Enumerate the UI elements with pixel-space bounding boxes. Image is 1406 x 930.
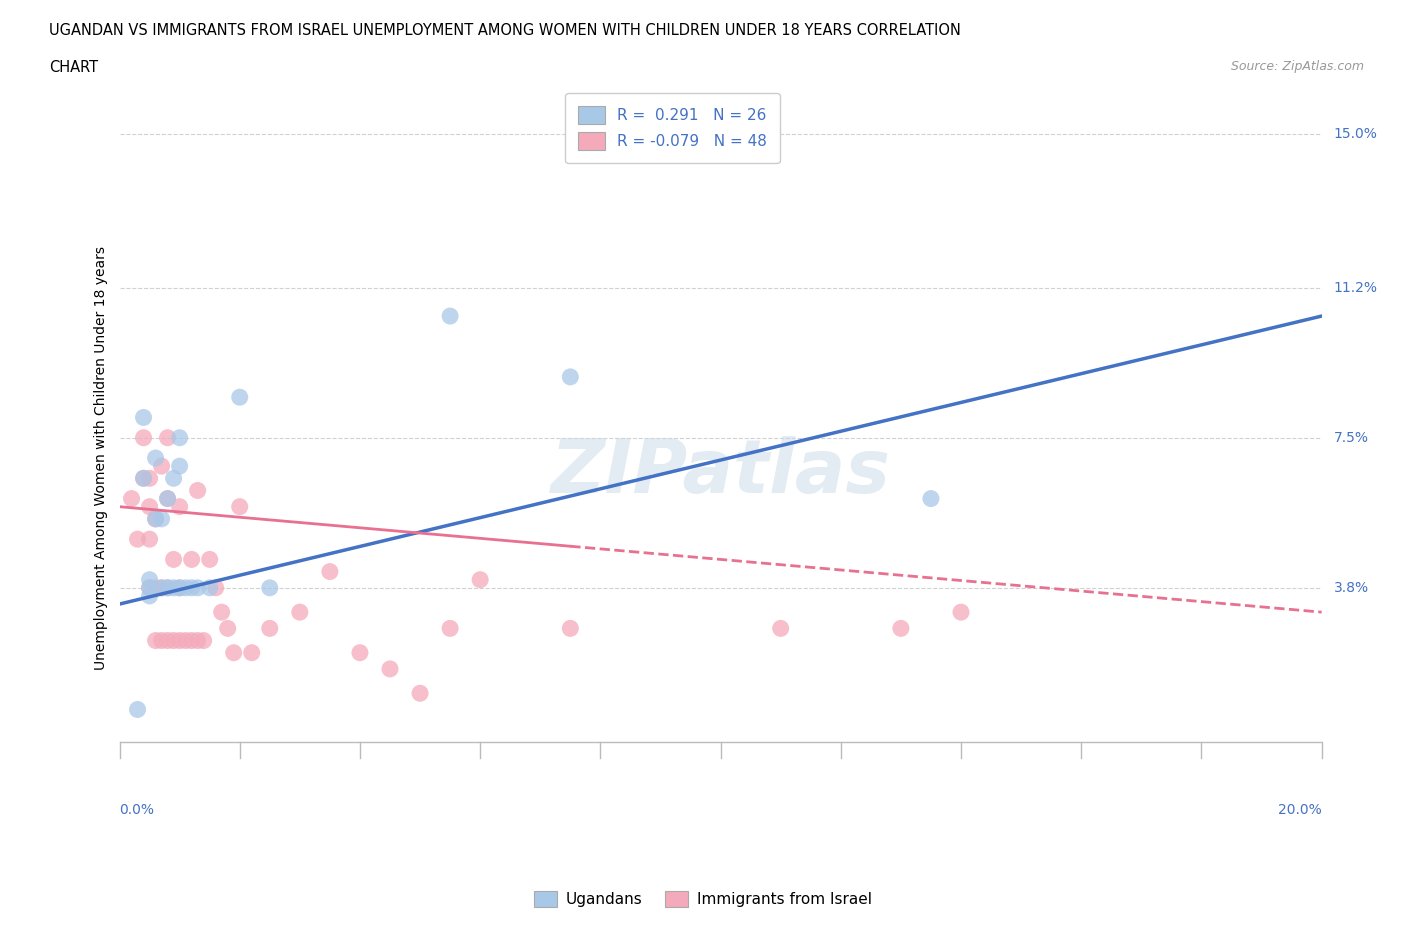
Point <box>180 633 202 648</box>
Point <box>169 431 191 445</box>
Point <box>150 580 173 595</box>
Point <box>439 621 461 636</box>
Point <box>769 621 792 636</box>
Point <box>222 645 245 660</box>
Point <box>468 572 492 587</box>
Point <box>150 580 173 595</box>
Legend: Ugandans, Immigrants from Israel: Ugandans, Immigrants from Israel <box>527 884 879 913</box>
Point <box>240 645 263 660</box>
Point <box>319 565 342 579</box>
Point <box>228 499 252 514</box>
Point <box>156 580 179 595</box>
Point <box>132 431 155 445</box>
Point <box>169 458 191 473</box>
Point <box>193 633 215 648</box>
Point <box>169 499 191 514</box>
Text: 11.2%: 11.2% <box>1334 281 1378 295</box>
Text: CHART: CHART <box>49 60 98 75</box>
Text: 15.0%: 15.0% <box>1334 126 1378 140</box>
Point <box>259 580 281 595</box>
Point <box>920 491 942 506</box>
Point <box>138 532 160 547</box>
Point <box>138 471 160 485</box>
Point <box>228 390 252 405</box>
Point <box>198 580 221 595</box>
Point <box>138 499 160 514</box>
Text: 0.0%: 0.0% <box>120 803 155 817</box>
Point <box>156 431 179 445</box>
Text: 20.0%: 20.0% <box>1278 803 1322 817</box>
Point <box>138 589 160 604</box>
Text: ZIPatlas: ZIPatlas <box>551 436 890 509</box>
Point <box>138 580 160 595</box>
Point <box>145 451 167 466</box>
Point <box>145 580 167 595</box>
Text: 7.5%: 7.5% <box>1334 431 1368 445</box>
Point <box>138 572 160 587</box>
Point <box>145 633 167 648</box>
Point <box>150 633 173 648</box>
Point <box>180 552 202 567</box>
Point <box>950 604 973 619</box>
Point <box>145 512 167 526</box>
Point <box>211 604 233 619</box>
Point <box>145 512 167 526</box>
Point <box>156 491 179 506</box>
Point <box>409 685 432 700</box>
Point <box>439 309 461 324</box>
Point <box>150 458 173 473</box>
Point <box>156 633 179 648</box>
Point <box>288 604 311 619</box>
Point <box>132 471 155 485</box>
Point <box>217 621 239 636</box>
Point <box>349 645 371 660</box>
Text: UGANDAN VS IMMIGRANTS FROM ISRAEL UNEMPLOYMENT AMONG WOMEN WITH CHILDREN UNDER 1: UGANDAN VS IMMIGRANTS FROM ISRAEL UNEMPL… <box>49 23 962 38</box>
Point <box>132 471 155 485</box>
Point <box>169 580 191 595</box>
Point <box>560 369 582 384</box>
Text: Source: ZipAtlas.com: Source: ZipAtlas.com <box>1230 60 1364 73</box>
Point <box>162 580 184 595</box>
Point <box>150 512 173 526</box>
Point <box>162 471 184 485</box>
Y-axis label: Unemployment Among Women with Children Under 18 years: Unemployment Among Women with Children U… <box>94 246 108 670</box>
Point <box>174 633 197 648</box>
Point <box>127 702 149 717</box>
Point <box>138 580 160 595</box>
Point <box>127 532 149 547</box>
Point <box>169 580 191 595</box>
Point <box>169 633 191 648</box>
Point <box>378 661 401 676</box>
Point <box>156 491 179 506</box>
Point <box>187 580 209 595</box>
Point <box>198 552 221 567</box>
Point <box>121 491 143 506</box>
Point <box>204 580 226 595</box>
Point <box>180 580 202 595</box>
Legend: R =  0.291   N = 26, R = -0.079   N = 48: R = 0.291 N = 26, R = -0.079 N = 48 <box>565 93 779 163</box>
Point <box>132 410 155 425</box>
Point <box>174 580 197 595</box>
Text: 3.8%: 3.8% <box>1334 581 1369 595</box>
Point <box>187 483 209 498</box>
Point <box>162 552 184 567</box>
Point <box>187 633 209 648</box>
Point <box>890 621 912 636</box>
Point <box>560 621 582 636</box>
Point <box>156 580 179 595</box>
Point <box>259 621 281 636</box>
Point <box>162 633 184 648</box>
